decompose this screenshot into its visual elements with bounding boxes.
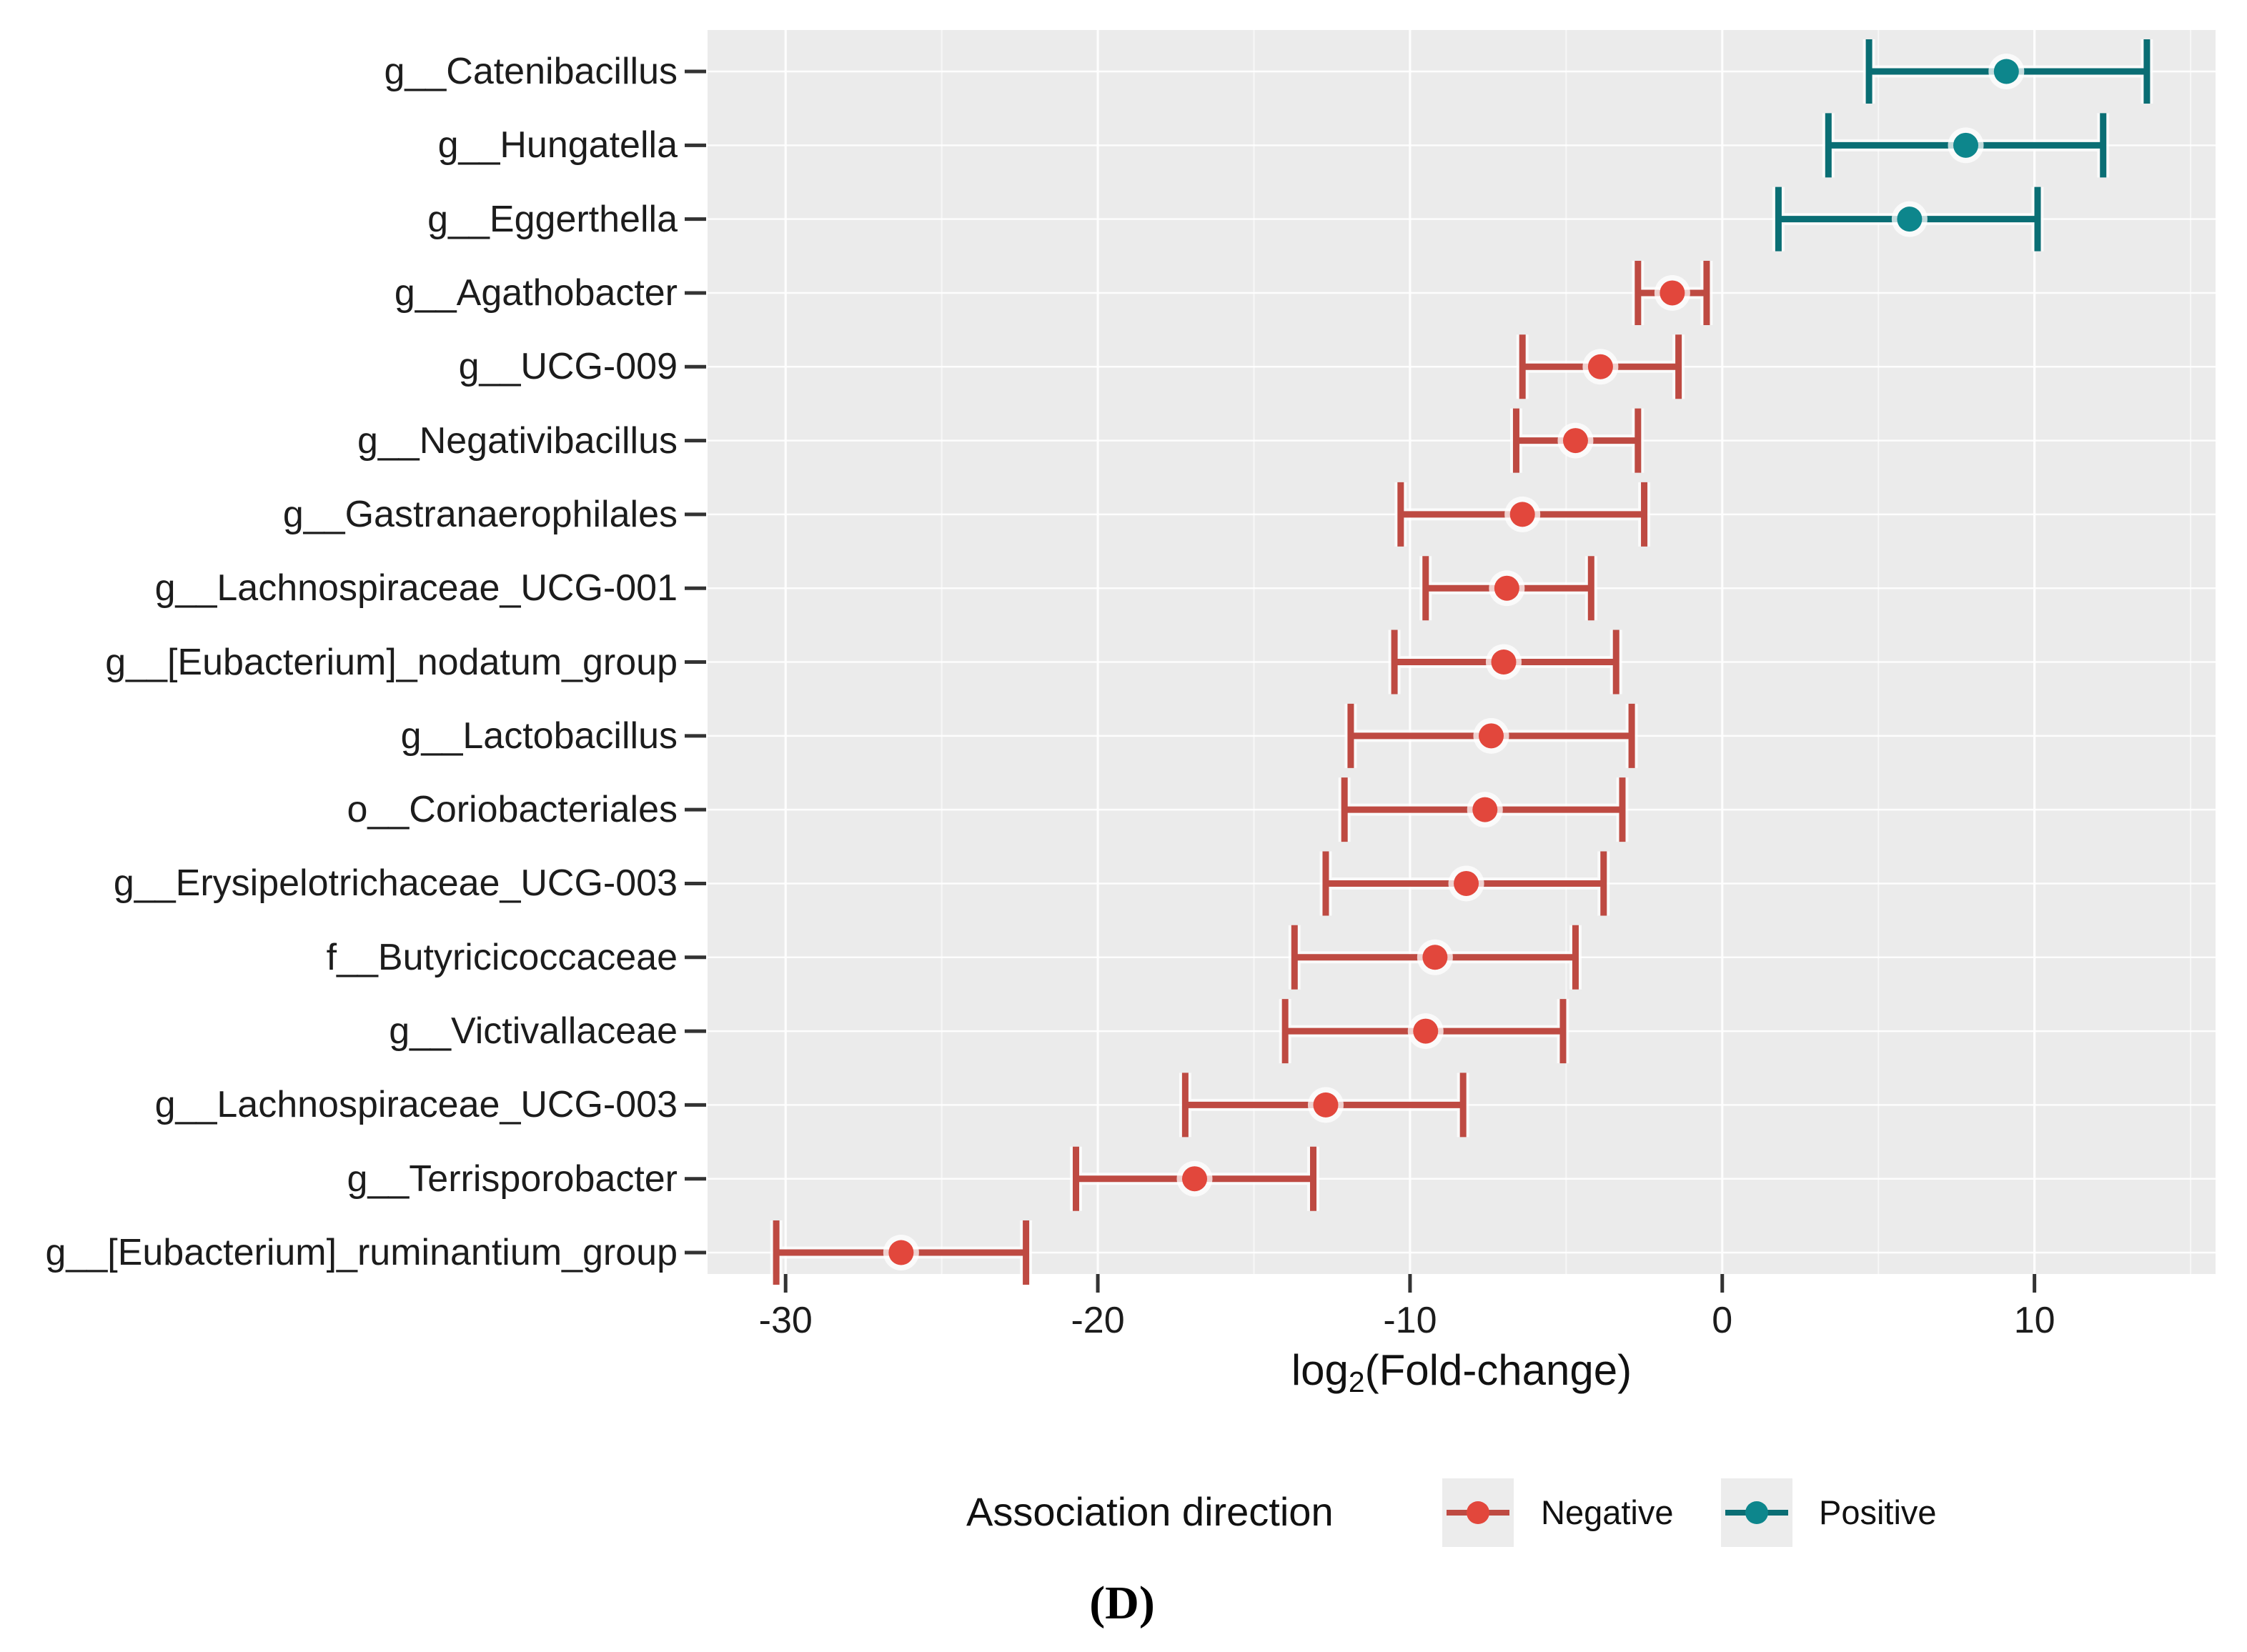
data-point [1472,797,1498,822]
legend-title: Association direction [966,1489,1334,1534]
y-axis-label: g__Hungatella [437,124,678,166]
y-axis-label: g__Lachnospiraceae_UCG-003 [154,1084,678,1126]
y-axis-label: g__Catenibacillus [384,51,678,92]
x-axis-title-subscript: 2 [1348,1365,1365,1399]
y-axis-label: g__Agathobacter [394,272,678,314]
data-point [1509,502,1535,527]
data-point [1454,870,1479,896]
data-point [1897,206,1923,232]
data-point [888,1240,914,1265]
data-point [1993,59,2019,84]
x-axis-title-prefix: log [1291,1346,1349,1394]
y-axis-label: g__Terrisporobacter [347,1158,678,1200]
data-point [1494,575,1519,601]
data-point [1479,723,1504,749]
y-axis-label: g__Gastranaerophilales [282,493,678,535]
data-point [1587,354,1613,379]
x-axis-tick-label: 10 [2013,1300,2055,1341]
legend-key-negative-icon [1442,1478,1514,1547]
x-axis-tick-label: -30 [758,1300,813,1341]
legend-key-point [1467,1501,1489,1524]
y-axis-label: g__Negativibacillus [357,419,678,462]
legend-label-negative: Negative [1541,1493,1674,1531]
y-axis-label: g__[Eubacterium]_ruminantium_group [45,1232,678,1273]
x-axis-tick-label: -10 [1383,1300,1437,1341]
y-axis-label: g__Eggerthella [427,198,678,240]
legend-key-glyph [1447,1501,1509,1524]
data-point [1491,650,1517,675]
y-axis-label: g__UCG-009 [458,346,678,388]
y-axis-label: g__Lachnospiraceae_UCG-001 [154,567,678,609]
legend-key-point [1745,1501,1768,1524]
data-point [1413,1018,1439,1044]
legend-key-positive-icon [1721,1478,1792,1547]
y-axis-label: g__Erysipelotrichaceae_UCG-003 [113,862,678,905]
data-point [1422,945,1448,970]
panel-caption: (D) [1089,1577,1155,1629]
x-axis-title: log2(Fold-change) [1033,1345,1890,1408]
data-point [1181,1166,1207,1192]
y-axis-label: g__Victivallaceae [389,1010,678,1053]
data-point [1313,1092,1339,1118]
legend-label-positive: Positive [1819,1493,1937,1531]
y-axis-label: g__[Eubacterium]_nodatum_group [105,641,678,683]
y-axis-label: o__Coriobacteriales [347,789,678,831]
plot-panel [708,30,2216,1274]
data-point [1953,132,1979,158]
data-point [1562,428,1588,454]
data-point [1660,280,1685,306]
x-axis-tick-label: 0 [1712,1300,1733,1341]
y-axis-label: g__Lactobacillus [400,715,678,757]
x-axis-title-suffix: (Fold-change) [1364,1346,1632,1394]
legend-key-glyph [1725,1501,1788,1524]
y-axis-label: f__Butyricicoccaceae [326,936,678,978]
x-axis-tick-label: -20 [1071,1300,1125,1341]
